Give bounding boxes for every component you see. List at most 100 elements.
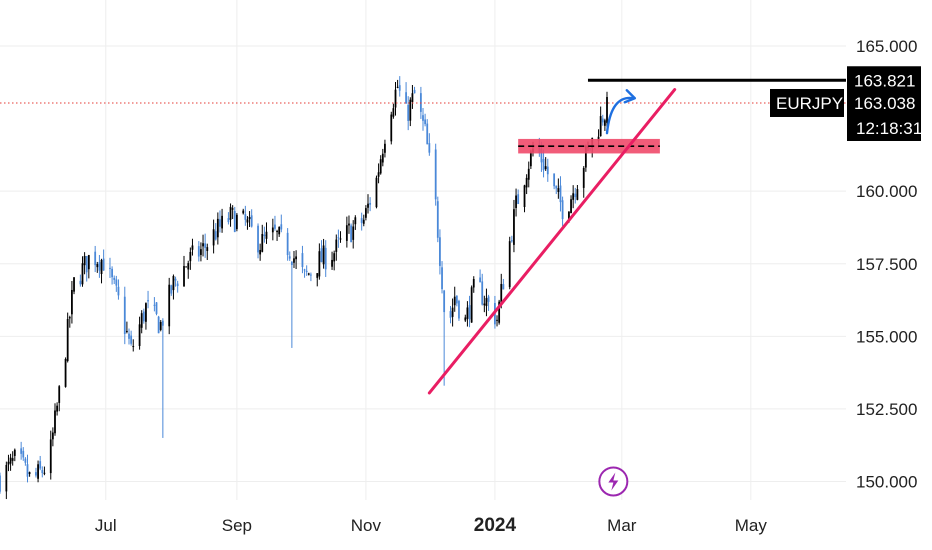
x-tick-label: Jul (95, 516, 117, 535)
symbol-badge-label: EURJPY (776, 94, 843, 113)
candle-body (37, 464, 39, 479)
candle-body (290, 261, 293, 266)
x-tick-label: Mar (607, 516, 637, 535)
candle-body (557, 188, 560, 193)
x-tick-label: 2024 (474, 515, 517, 536)
candle-body (132, 346, 135, 348)
candle-body (96, 264, 99, 268)
candle-body (68, 317, 71, 319)
candle-body (293, 258, 295, 263)
candle-body (352, 226, 355, 240)
candle-body (350, 225, 352, 243)
candle-body (229, 206, 232, 220)
candle-body (542, 159, 545, 171)
candle-body (58, 386, 61, 403)
candle-body (582, 167, 585, 188)
candle-body (216, 218, 219, 238)
candle-body (87, 255, 90, 270)
candle-body (529, 151, 532, 167)
candle-body (498, 301, 501, 323)
candle-body (257, 225, 259, 253)
candle-body (244, 214, 247, 220)
candle-body (394, 89, 397, 108)
candle-body (434, 149, 437, 200)
candle-body (115, 279, 118, 286)
candle-body (364, 208, 367, 218)
candle-body (345, 225, 348, 241)
candle-body (510, 240, 513, 242)
candle-body (56, 405, 59, 412)
candle-body (7, 461, 10, 465)
candle-body (174, 278, 177, 281)
candle-body (214, 231, 217, 240)
candle-body (305, 270, 308, 272)
candle-body (525, 177, 528, 188)
candle-body (185, 266, 188, 268)
axes: 165.000 160.000 157.500 155.000 152.500 150.0… (95, 37, 918, 536)
candle-body (377, 172, 380, 177)
candle-body (233, 210, 236, 232)
candle-body (339, 238, 342, 240)
candle-body (187, 263, 190, 270)
candle-body (428, 143, 431, 153)
candle-body (369, 202, 372, 205)
candle-body (384, 143, 386, 153)
candle-body (286, 232, 289, 256)
y-tick-label: 152.500 (856, 400, 917, 419)
candle-body (496, 319, 498, 321)
candle-body (276, 231, 278, 233)
candle-body (9, 457, 12, 464)
candle-body (362, 219, 365, 224)
candle-body (142, 311, 145, 322)
candle-body (123, 296, 126, 335)
candle-body (322, 245, 325, 265)
candle-body (100, 259, 103, 275)
candle-body (375, 177, 378, 208)
candle-body (466, 307, 469, 319)
candle-body (128, 333, 130, 339)
candle-body (64, 358, 67, 387)
candle-body (191, 245, 194, 250)
candle-body (39, 461, 42, 469)
candle-body (405, 92, 407, 104)
candle-body (603, 120, 606, 126)
candle-body (168, 284, 171, 327)
candle-body (51, 432, 54, 440)
candle-body (278, 226, 281, 235)
candle-body (303, 269, 306, 271)
candle-body (159, 321, 162, 330)
candle-body (288, 256, 291, 259)
candle-body (83, 255, 86, 266)
candle-body (576, 189, 579, 200)
candle-body (367, 203, 369, 208)
price-badge-label: 163.038 (854, 94, 915, 113)
ascending-trendline (427, 88, 677, 395)
candle-body (568, 211, 570, 220)
candle-body (227, 218, 230, 223)
candle-body (515, 195, 517, 208)
candle-body (597, 136, 600, 141)
candle-body (274, 224, 276, 229)
candle-body (513, 209, 515, 245)
candle-body (333, 253, 336, 262)
y-tick-label: 165.000 (856, 37, 917, 56)
x-tick-label: Sep (222, 516, 252, 535)
candle-body (439, 237, 441, 266)
candle-body (555, 185, 558, 189)
drawings (0, 78, 846, 497)
candle-body (544, 166, 547, 170)
candle-body (242, 210, 245, 214)
candle-body (500, 283, 503, 303)
candle-body (54, 410, 56, 434)
candle-body (265, 231, 268, 239)
candle-body (392, 108, 395, 117)
candle-body (318, 251, 321, 277)
current-price-badge: EURJPY 163.038 12:18:31 (770, 88, 922, 141)
candle-body (109, 267, 111, 269)
y-tick-label: 155.000 (856, 327, 917, 346)
candle-body (331, 259, 333, 267)
y-tick-label: 150.000 (856, 472, 917, 491)
candle-body (170, 285, 173, 294)
candle-body (5, 464, 8, 492)
